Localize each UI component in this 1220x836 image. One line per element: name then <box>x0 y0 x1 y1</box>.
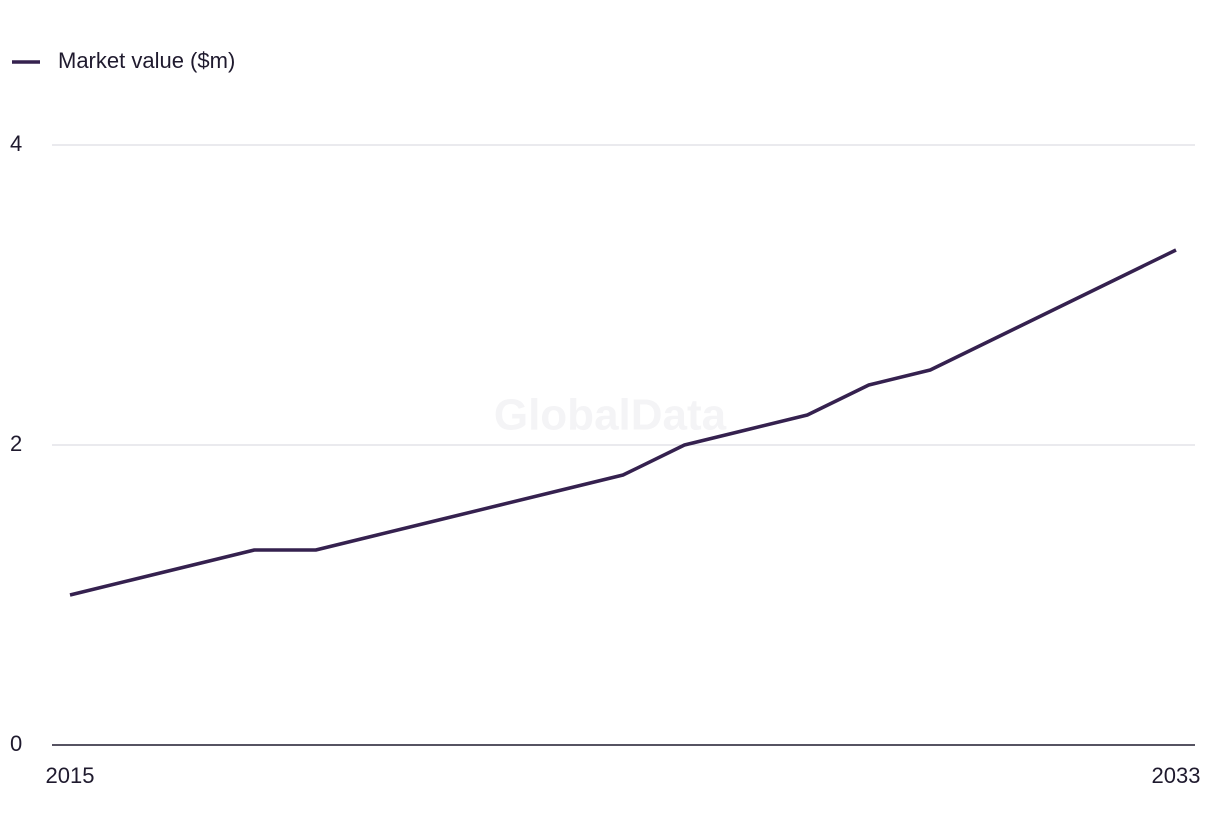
data-line <box>69 248 1177 597</box>
y-tick-label: 0 <box>10 731 22 756</box>
y-tick-label: 2 <box>10 431 22 456</box>
watermark: GlobalData <box>494 391 727 440</box>
y-tick-label: 4 <box>10 131 22 156</box>
x-tick-label: 2033 <box>1152 763 1201 788</box>
legend-label: Market value ($m) <box>58 48 235 73</box>
x-tick-label: 2015 <box>46 763 95 788</box>
